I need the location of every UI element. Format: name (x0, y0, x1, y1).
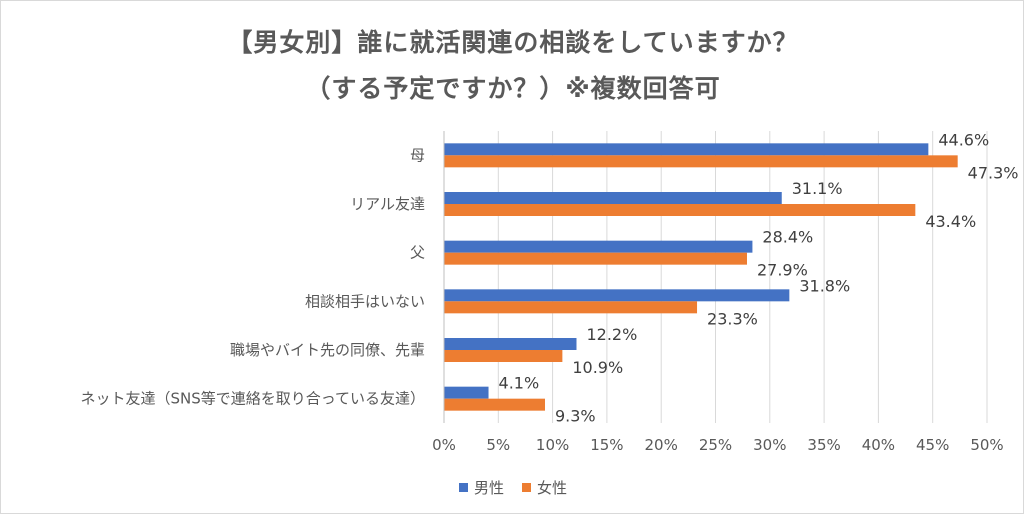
data-label: 12.2% (586, 325, 637, 344)
x-tick-label: 25% (699, 436, 732, 454)
bar (444, 204, 916, 216)
chart-title-line1: 【男女別】誰に就活関連の相談をしていますか？ (227, 28, 799, 57)
bar (444, 301, 698, 314)
category-label: 母 (410, 146, 425, 164)
legend-item-male: 男性 (458, 477, 504, 498)
bar (444, 289, 790, 302)
data-label: 27.9% (757, 261, 808, 280)
x-tick-label: 30% (753, 436, 786, 454)
chart-title-line2: （する予定ですか？）※複数回答可 (305, 74, 721, 103)
bar (444, 143, 929, 156)
x-tick-label: 10% (536, 436, 569, 454)
data-label: 44.6% (938, 130, 989, 149)
legend-swatch-female (522, 483, 531, 492)
category-label: リアル友達 (350, 195, 425, 213)
bar (444, 155, 958, 168)
x-tick-label: 45% (916, 436, 949, 454)
x-tick-label: 5% (486, 436, 510, 454)
bar (444, 350, 563, 362)
x-tick-label: 0% (432, 436, 456, 454)
data-label: 47.3% (968, 163, 1019, 182)
data-label: 28.4% (762, 228, 813, 247)
category-label: 職場やバイト先の同僚、先輩 (230, 341, 425, 359)
bar (444, 338, 577, 350)
category-label: 相談相手はいない (305, 292, 425, 310)
data-label: 9.3% (555, 407, 596, 426)
bar (444, 398, 545, 411)
x-tick-label: 40% (862, 436, 895, 454)
legend: 男性 女性 (1, 477, 1024, 498)
legend-swatch-male (458, 483, 468, 492)
bar (444, 386, 489, 399)
x-tick-label: 20% (645, 436, 678, 454)
data-label: 43.4% (925, 212, 976, 231)
data-label: 10.9% (572, 358, 623, 377)
legend-label-male: 男性 (473, 479, 504, 497)
bar (444, 240, 753, 253)
bar (444, 192, 782, 204)
data-label: 23.3% (707, 309, 758, 328)
data-label: 4.1% (499, 374, 540, 393)
x-tick-label: 15% (590, 436, 623, 454)
legend-label-female: 女性 (537, 479, 568, 497)
x-tick-label: 50% (970, 436, 1003, 454)
legend-item-female: 女性 (522, 477, 567, 498)
data-label: 31.1% (792, 179, 843, 198)
category-label: 父 (410, 244, 425, 262)
x-tick-label: 35% (807, 436, 840, 454)
data-label: 31.8% (799, 276, 850, 295)
category-label: ネット友達（SNS等で連絡を取り合っている友達） (80, 390, 425, 408)
bar-chart: 0% 5% 10% 15% 20% 25% 30% 35% 40% 45% 50% 母 44.6% 47.… (80, 130, 1019, 454)
bar (444, 252, 747, 265)
